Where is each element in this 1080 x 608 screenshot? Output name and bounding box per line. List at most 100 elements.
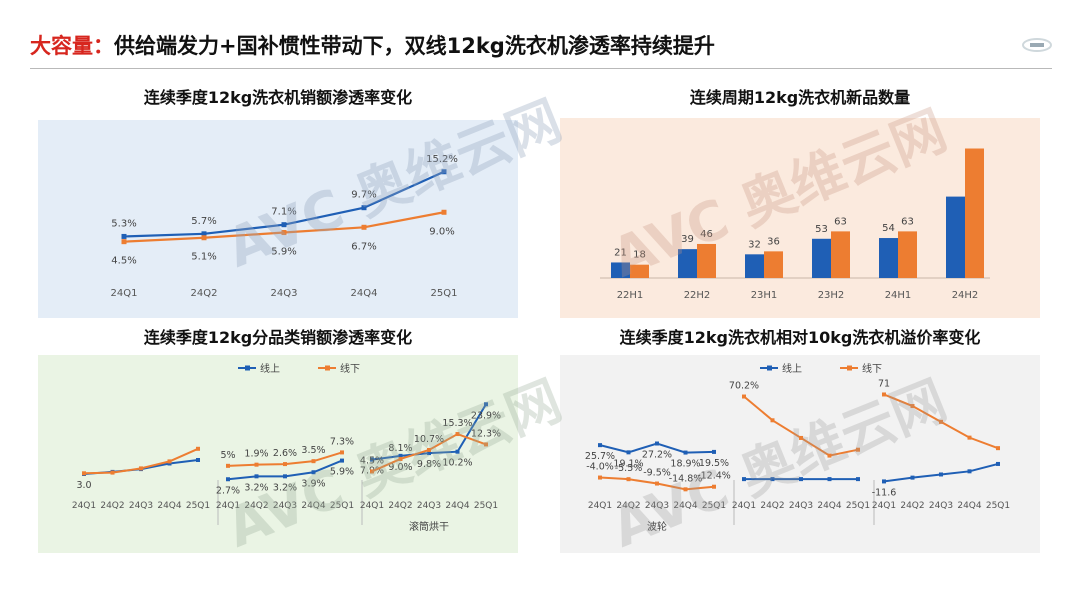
bl-data-point bbox=[82, 471, 86, 476]
bl-x-tick-label: 25Q1 bbox=[330, 501, 354, 511]
tr-data-label: 46 bbox=[700, 229, 713, 240]
tl-x-tick-label: 24Q3 bbox=[271, 288, 298, 299]
tl-data-label: 5.1% bbox=[191, 252, 216, 263]
bl-group-label: 滚筒烘干 bbox=[409, 520, 449, 533]
bl-data-point bbox=[340, 450, 344, 455]
tr-x-tick-label: 22H2 bbox=[684, 290, 711, 301]
br-data-point bbox=[770, 418, 775, 423]
br-data-point bbox=[799, 477, 803, 482]
br-data-point bbox=[712, 484, 716, 489]
br-data-label: 18.9% bbox=[670, 459, 700, 470]
bl-chart: 线上 线下 24Q1 24Q2 24Q3 24Q4 25Q1 3.0 24Q1 24Q2 24Q3 2… bbox=[38, 355, 518, 553]
br-data-point bbox=[939, 472, 943, 477]
bl-data-label: 4.5% bbox=[360, 455, 384, 466]
br-data-label: -9.5% bbox=[643, 468, 671, 479]
br-x-tick-label: 24Q3 bbox=[789, 501, 813, 511]
br-group-label: 波轮 bbox=[647, 520, 667, 533]
bl-data-label: 2.6% bbox=[273, 448, 297, 459]
bl-x-tick-label: 24Q3 bbox=[129, 501, 153, 511]
tl-chart: 24Q1 24Q2 24Q3 24Q4 25Q1 5.3% 5.7% 7.1% 9.7% 15.2… bbox=[38, 120, 518, 318]
tl-data-point bbox=[441, 169, 447, 175]
br-data-point bbox=[742, 394, 746, 399]
br-data-point bbox=[770, 477, 775, 482]
tl-data-label: 5.3% bbox=[111, 218, 136, 229]
bl-data-point bbox=[311, 470, 316, 475]
bl-data-label: 2.7% bbox=[216, 485, 240, 496]
tl-data-point bbox=[361, 224, 367, 230]
br-x-tick-label: 24Q3 bbox=[929, 501, 953, 511]
bl-data-point bbox=[370, 469, 374, 474]
tr-x-tick-label: 24H1 bbox=[885, 290, 912, 301]
br-data-point bbox=[996, 446, 1000, 451]
br-data-point bbox=[626, 477, 631, 482]
br-data-label: 25.7% bbox=[585, 451, 615, 462]
br-data-point bbox=[910, 475, 915, 480]
bl-data-label: 10.2% bbox=[442, 458, 472, 469]
bl-legend-marker bbox=[245, 365, 250, 371]
tr-data-label: 39 bbox=[681, 234, 694, 245]
title-divider bbox=[30, 68, 1052, 69]
br-data-point bbox=[827, 477, 832, 482]
br-legend-marker bbox=[767, 365, 772, 371]
bl-x-tick-label: 24Q1 bbox=[72, 501, 96, 511]
bl-data-label: 9.8% bbox=[417, 459, 441, 470]
tr-data-label: 21 bbox=[614, 247, 627, 258]
bl-data-label: 10.7% bbox=[414, 434, 444, 445]
tr-data-label: 54 bbox=[882, 223, 895, 234]
br-panel-title: 连续季度12kg洗衣机相对10kg洗衣机溢价率变化 bbox=[619, 328, 981, 347]
br-x-tick-label: 24Q1 bbox=[588, 501, 612, 511]
bl-data-point bbox=[484, 442, 488, 447]
bl-data-point bbox=[370, 457, 374, 462]
bl-data-point bbox=[455, 449, 460, 454]
bl-data-point bbox=[167, 461, 172, 466]
br-data-point bbox=[967, 435, 972, 440]
tr-bar bbox=[697, 243, 716, 278]
tr-data-label: 53 bbox=[815, 224, 828, 235]
tr-bar bbox=[946, 196, 965, 278]
bl-x-tick-label: 24Q1 bbox=[216, 501, 240, 511]
bl-data-label: 9.0% bbox=[388, 462, 412, 473]
tl-data-label: 5.7% bbox=[191, 216, 216, 227]
br-x-tick-label: 25Q1 bbox=[846, 501, 870, 511]
br-data-point bbox=[742, 477, 746, 482]
bl-data-point bbox=[226, 463, 230, 468]
br-legend-label: 线下 bbox=[862, 362, 882, 375]
bl-data-label: 15.3% bbox=[442, 418, 472, 429]
bl-data-point bbox=[110, 470, 115, 475]
tl-data-point bbox=[441, 209, 447, 215]
tr-data-label: 63 bbox=[901, 216, 914, 227]
tl-data-point bbox=[201, 231, 207, 237]
br-x-tick-label: 24Q4 bbox=[817, 501, 842, 511]
bl-data-label: 8.1% bbox=[388, 443, 412, 454]
tr-bar bbox=[831, 231, 850, 278]
tr-panel-title: 连续周期12kg洗衣机新品数量 bbox=[689, 88, 911, 107]
br-data-point bbox=[856, 477, 860, 482]
br-data-point bbox=[827, 453, 832, 458]
tl-data-point bbox=[361, 205, 367, 211]
br-data-point bbox=[967, 469, 972, 474]
tr-bar bbox=[745, 254, 764, 278]
br-data-point bbox=[683, 450, 688, 455]
bl-data-point bbox=[226, 477, 230, 482]
br-data-point bbox=[598, 443, 602, 448]
tr-chart: 22H1 21 18 22H2 39 46 23H1 32 36 23H2 53 63 24H1 54 63… bbox=[560, 118, 1040, 318]
bl-data-point bbox=[455, 432, 460, 437]
bl-data-label: 5.9% bbox=[330, 467, 354, 478]
tr-data-label: 36 bbox=[767, 236, 780, 247]
br-x-tick-label: 24Q2 bbox=[616, 501, 640, 511]
br-data-point bbox=[882, 479, 886, 484]
tr-bar bbox=[630, 264, 649, 278]
bl-data-point bbox=[398, 453, 403, 458]
br-background bbox=[560, 355, 1040, 553]
tl-x-tick-label: 24Q1 bbox=[111, 288, 138, 299]
tr-bar bbox=[611, 262, 630, 278]
tl-x-tick-label: 24Q4 bbox=[351, 288, 378, 299]
bl-x-tick-label: 24Q3 bbox=[273, 501, 297, 511]
bl-data-label: 7.3% bbox=[330, 436, 354, 447]
bl-x-tick-label: 24Q4 bbox=[157, 501, 182, 511]
bl-data-label: 23.9% bbox=[471, 410, 501, 421]
tr-bar bbox=[965, 148, 984, 278]
tl-data-label: 6.7% bbox=[351, 241, 376, 252]
tl-panel-title: 连续季度12kg洗衣机销额渗透率变化 bbox=[143, 88, 413, 107]
br-x-tick-label: 24Q2 bbox=[760, 501, 784, 511]
